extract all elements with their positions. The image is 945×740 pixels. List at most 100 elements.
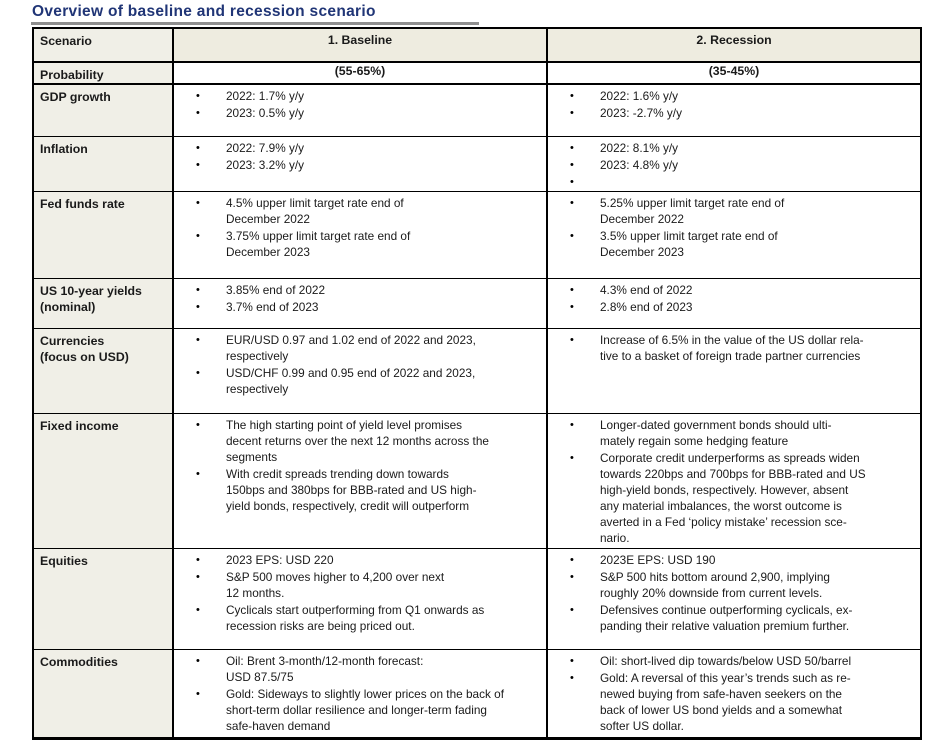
fixedincome-baseline-cell: • The high starting point of yield level …	[172, 412, 547, 548]
list-item: •	[548, 174, 918, 190]
bullet-icon: •	[570, 107, 574, 119]
bullet-icon: •	[196, 229, 200, 242]
yields-baseline-cell: • 3.85% end of 2022 • 3.7% end of 2023	[172, 277, 547, 328]
fedfunds-recession-cell: • 5.25% upper limit target rate end of De…	[546, 190, 921, 278]
commodities-baseline-cell: • Oil: Brent 3-month/12-month forecast: U…	[172, 648, 547, 738]
list-item: • 2023: 0.5% y/y	[196, 106, 305, 120]
probability-row: Probability (55-65%) (35-45%)	[33, 61, 921, 84]
list-item: • 4.3% end of 2022	[570, 282, 693, 297]
bullet-icon: •	[196, 158, 200, 171]
fedfunds-baseline-cell: • 4.5% upper limit target rate end of Dec…	[172, 190, 547, 278]
list-item: • 4.5% upper limit target rate end of Dec…	[196, 195, 404, 226]
table-row-fed-funds: Fed funds rate • 4.5% upper limit target …	[33, 190, 921, 278]
bullet-icon: •	[196, 366, 200, 379]
row-label: US 10-year yields (nominal)	[33, 277, 173, 328]
list-item: • 3.75% upper limit target rate end of De…	[196, 228, 411, 259]
commodities-recession-cell: • Oil: short-lived dip towards/below USD …	[546, 648, 921, 738]
bullet-icon: •	[570, 158, 574, 171]
bullet-icon: •	[570, 553, 574, 566]
header-baseline: 1. Baseline	[172, 27, 547, 62]
bullet-icon: •	[196, 300, 200, 313]
bullet-icon: •	[570, 283, 574, 296]
row-label: Currencies (focus on USD)	[33, 327, 173, 413]
row-label: Equities	[33, 547, 173, 649]
list-item: • 2023: -2.7% y/y	[570, 106, 682, 120]
list-item: • Oil: Brent 3-month/12-month forecast: U…	[196, 653, 424, 684]
bullet-icon: •	[196, 654, 200, 667]
bullet-icon: •	[196, 570, 200, 583]
probability-label: Probability	[33, 61, 173, 84]
equities-baseline-cell: • 2023 EPS: USD 220 • S&P 500 moves higher…	[172, 547, 547, 649]
header-recession: 2. Recession	[546, 27, 921, 62]
table-row-currencies: Currencies (focus on USD) • EUR/USD 0.97 …	[33, 327, 921, 413]
row-label: Fed funds rate	[33, 190, 173, 278]
probability-recession: (35-45%)	[546, 61, 921, 84]
list-item: • Corporate credit underperforms as sprea…	[570, 450, 866, 545]
bullet-icon: •	[196, 90, 200, 102]
title-underline	[31, 22, 479, 25]
list-item: • Increase of 6.5% in the value of the US…	[570, 332, 864, 363]
bullet-icon: •	[570, 196, 574, 209]
table-row-fixed-income: Fixed income • The high starting point of…	[33, 412, 921, 548]
list-item: • 2022: 7.9% y/y	[196, 140, 305, 155]
table-row-commodities: Commodities • Oil: Brent 3-month/12-month…	[33, 648, 921, 738]
bullet-icon: •	[570, 570, 574, 583]
gdp-baseline-cell: • 2022: 1.7% y/y • 2023: 0.5% y/y	[172, 83, 547, 136]
bullet-icon: •	[196, 141, 200, 154]
list-item: • 3.7% end of 2023	[196, 299, 319, 314]
bullet-icon: •	[196, 687, 200, 700]
inflation-recession-cell: • 2022: 8.1% y/y • 2023: 4.8% y/y •	[546, 135, 921, 191]
row-label: Commodities	[33, 648, 173, 738]
table-header-row: Scenario 1. Baseline 2. Recession	[33, 27, 921, 62]
bullet-icon: •	[570, 175, 574, 188]
list-item: • S&P 500 hits bottom around 2,900, imply…	[570, 569, 830, 600]
header-scenario: Scenario	[33, 27, 173, 62]
scenario-table: Scenario 1. Baseline 2. Recession Probab…	[32, 27, 922, 740]
row-label: Inflation	[33, 135, 173, 191]
yields-recession-cell: • 4.3% end of 2022 • 2.8% end of 2023	[546, 277, 921, 328]
table-row-gdp-growth: GDP growth • 2022: 1.7% y/y • 2023: 0.5% y…	[33, 83, 921, 136]
fixedincome-recession-cell: • Longer-dated government bonds should ul…	[546, 412, 921, 548]
bullet-icon: •	[570, 300, 574, 313]
list-item: • Oil: short-lived dip towards/below USD …	[570, 653, 852, 668]
list-item: • 2023: 3.2% y/y	[196, 157, 305, 172]
bullet-icon: •	[570, 451, 574, 464]
currencies-baseline-cell: • EUR/USD 0.97 and 1.02 end of 2022 and 2…	[172, 327, 547, 413]
list-item: • EUR/USD 0.97 and 1.02 end of 2022 and 2…	[196, 332, 476, 363]
list-item: • 3.85% end of 2022	[196, 282, 326, 297]
bullet-icon: •	[570, 654, 574, 667]
bullet-icon: •	[196, 107, 200, 119]
bullet-icon: •	[570, 90, 574, 102]
list-item: • 2023E EPS: USD 190	[570, 552, 716, 567]
inflation-baseline-cell: • 2022: 7.9% y/y • 2023: 3.2% y/y	[172, 135, 547, 191]
list-item: • 2022: 1.6% y/y	[570, 89, 679, 103]
list-item: • Gold: A reversal of this year’s trends …	[570, 670, 851, 733]
list-item: • 5.25% upper limit target rate end of De…	[570, 195, 785, 226]
page-title: Overview of baseline and recession scena…	[32, 3, 376, 20]
row-label: Fixed income	[33, 412, 173, 548]
bullet-icon: •	[196, 418, 200, 431]
bullet-icon: •	[570, 229, 574, 242]
list-item: • 2022: 8.1% y/y	[570, 140, 679, 155]
list-item: • Cyclicals start outperforming from Q1 o…	[196, 602, 485, 633]
list-item: • With credit spreads trending down towar…	[196, 466, 477, 513]
bullet-icon: •	[196, 333, 200, 346]
list-item: • 2022: 1.7% y/y	[196, 89, 305, 103]
row-label: GDP growth	[33, 83, 173, 136]
list-item: • Gold: Sideways to slightly lower prices…	[196, 686, 505, 733]
bullet-icon: •	[196, 283, 200, 296]
table-row-equities: Equities • 2023 EPS: USD 220 • S&P 500 mov…	[33, 547, 921, 649]
list-item: • 2023 EPS: USD 220	[196, 552, 334, 567]
bullet-icon: •	[196, 603, 200, 616]
bullet-icon: •	[570, 603, 574, 616]
list-item: • S&P 500 moves higher to 4,200 over next…	[196, 569, 445, 600]
currencies-recession-cell: • Increase of 6.5% in the value of the US…	[546, 327, 921, 413]
equities-recession-cell: • 2023E EPS: USD 190 • S&P 500 hits bottom…	[546, 547, 921, 649]
probability-baseline: (55-65%)	[172, 61, 547, 84]
table-row-us-10y-yields: US 10-year yields (nominal) • 3.85% end o…	[33, 277, 921, 328]
list-item: • 3.5% upper limit target rate end of Dec…	[570, 228, 778, 259]
list-item: • The high starting point of yield level …	[196, 417, 489, 464]
list-item: • 2.8% end of 2023	[570, 299, 693, 314]
bullet-icon: •	[570, 418, 574, 431]
